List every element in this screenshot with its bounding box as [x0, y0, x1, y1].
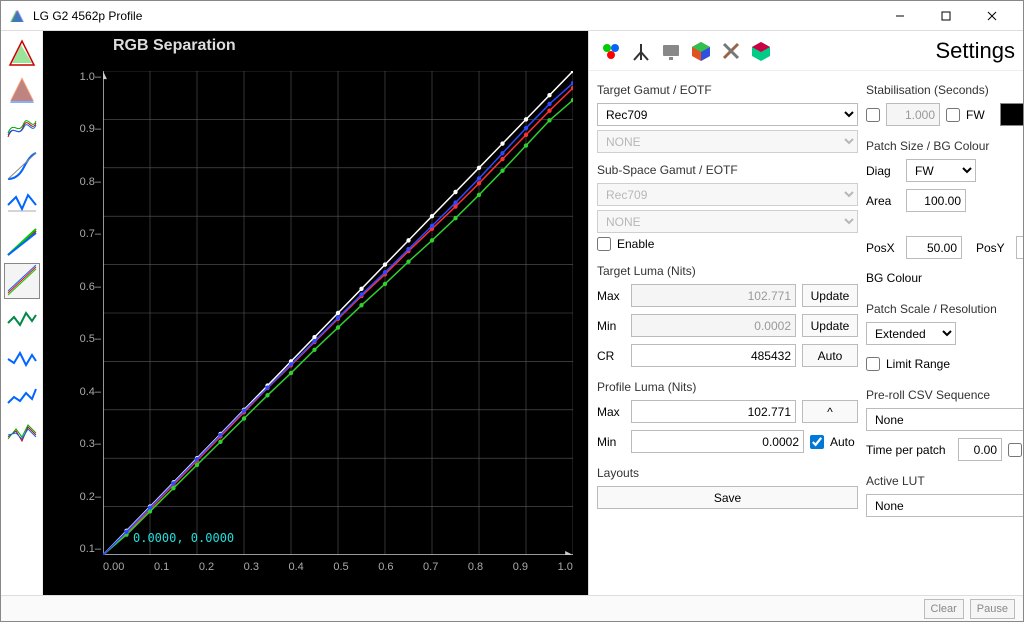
stab-fw-checkbox[interactable] [946, 108, 960, 122]
profile-luma-label: Profile Luma (Nits) [597, 380, 858, 394]
statusbar: Clear Pause [1, 595, 1023, 621]
patch-area-input[interactable] [906, 189, 966, 212]
luma-max-input[interactable] [631, 284, 796, 307]
tripod-icon[interactable] [627, 37, 655, 65]
settings-col-right: Stabilisation (Seconds) FW Patch Size / … [866, 77, 1023, 595]
thumb-dE-plot[interactable] [4, 339, 40, 375]
patch-posy-label: PosY [976, 241, 1010, 255]
luma-min-update-button[interactable]: Update [802, 314, 858, 337]
pluma-max-label: Max [597, 405, 625, 419]
chart-plot[interactable] [103, 71, 573, 555]
thumb-rgb-balance[interactable] [4, 111, 40, 147]
main-window: LG G2 4562p Profile RGB Separation 0.1–0… [0, 0, 1024, 622]
preroll-tpp-label: Time per patch [866, 443, 952, 457]
patch-diag-select[interactable]: FW [906, 159, 976, 182]
display-icon[interactable] [657, 37, 685, 65]
probe-icon[interactable] [597, 37, 625, 65]
subspace-enable-checkbox[interactable] [597, 237, 611, 251]
settings-col-left: Target Gamut / EOTF Rec709 NONE Sub-Spac… [597, 77, 858, 595]
minimize-button[interactable] [877, 1, 923, 31]
stab-color-swatch[interactable] [1000, 103, 1023, 126]
thumb-gamma[interactable] [4, 149, 40, 185]
patch-area-label: Area [866, 194, 900, 208]
gamut3d-icon[interactable] [747, 37, 775, 65]
titlebar: LG G2 4562p Profile [1, 1, 1023, 31]
patch-bg-label: BG Colour [866, 271, 928, 285]
pluma-up-button[interactable]: ^ [802, 400, 858, 423]
preroll-tpp-input[interactable] [958, 438, 1002, 461]
luma-cr-auto-button[interactable]: Auto [802, 344, 858, 367]
thumb-saturation-sweep[interactable] [4, 187, 40, 223]
patch-posx-label: PosX [866, 241, 900, 255]
pluma-auto-label: Auto [830, 435, 858, 449]
limit-range-label: Limit Range [886, 357, 950, 371]
x-axis-labels: 0.000.10.20.30.40.50.60.70.80.91.0 [103, 561, 573, 577]
preroll-seq-select[interactable]: None [866, 408, 1023, 431]
layouts-save-button[interactable]: Save [597, 486, 858, 509]
luma-min-input[interactable] [631, 314, 796, 337]
thumb-rgb-separation[interactable] [4, 263, 40, 299]
stab-enable-checkbox[interactable] [866, 108, 880, 122]
patch-posy-input[interactable] [1016, 236, 1023, 259]
chart-title: RGB Separation [113, 37, 236, 55]
thumb-cie-track[interactable] [4, 301, 40, 337]
luma-max-label: Max [597, 289, 625, 303]
window-title: LG G2 4562p Profile [33, 9, 877, 23]
patch-posx-input[interactable] [906, 236, 962, 259]
y-axis-labels: 0.1–0.2–0.3–0.4–0.5–0.6–0.7–0.8–0.9–1.0– [69, 71, 101, 555]
pluma-auto-checkbox[interactable] [810, 435, 824, 449]
thumb-dE-trend[interactable] [4, 377, 40, 413]
thumb-gamut3d[interactable] [4, 73, 40, 109]
coord-readout: 0.0000, 0.0000 [133, 531, 234, 545]
tools-icon[interactable] [717, 37, 745, 65]
cube-icon[interactable] [687, 37, 715, 65]
luma-max-update-button[interactable]: Update [802, 284, 858, 307]
settings-toolbar: Settings [589, 31, 1023, 71]
subspace-eotf-select[interactable]: NONE [597, 210, 858, 233]
scale-mode-select[interactable]: Extended [866, 322, 956, 345]
pluma-min-label: Min [597, 435, 625, 449]
maximize-button[interactable] [923, 1, 969, 31]
thumb-gamut[interactable] [4, 35, 40, 71]
preroll-fw-checkbox[interactable] [1008, 443, 1022, 457]
settings-title: Settings [936, 38, 1016, 64]
subspace-label: Sub-Space Gamut / EOTF [597, 163, 858, 177]
target-gamut-label: Target Gamut / EOTF [597, 83, 858, 97]
close-button[interactable] [969, 1, 1015, 31]
luma-cr-input[interactable] [631, 344, 796, 367]
limit-range-checkbox[interactable] [866, 357, 880, 371]
clear-button[interactable]: Clear [924, 599, 964, 619]
app-icon [9, 8, 25, 24]
preroll-label: Pre-roll CSV Sequence [866, 388, 1023, 402]
patch-label: Patch Size / BG Colour [866, 139, 1023, 153]
chart-area: RGB Separation 0.1–0.2–0.3–0.4–0.5–0.6–0… [43, 31, 588, 595]
scale-label: Patch Scale / Resolution [866, 302, 1023, 316]
thumb-multi[interactable] [4, 415, 40, 451]
stab-seconds-input[interactable] [886, 103, 940, 126]
stab-fw-label: FW [966, 108, 994, 122]
target-gamut-select[interactable]: Rec709 [597, 103, 858, 126]
thumb-grayscale-track[interactable] [4, 225, 40, 261]
layouts-label: Layouts [597, 466, 858, 480]
stabilisation-label: Stabilisation (Seconds) [866, 83, 1023, 97]
settings-panel: Settings Target Gamut / EOTF Rec709 NONE… [588, 31, 1023, 595]
luma-cr-label: CR [597, 349, 625, 363]
active-lut-label: Active LUT [866, 474, 1023, 488]
subspace-gamut-select[interactable]: Rec709 [597, 183, 858, 206]
luma-min-label: Min [597, 319, 625, 333]
pluma-min-input[interactable] [631, 430, 804, 453]
chart-thumbnail-sidebar [1, 31, 43, 595]
subspace-enable-label: Enable [617, 237, 654, 251]
target-eotf-select[interactable]: NONE [597, 130, 858, 153]
target-luma-label: Target Luma (Nits) [597, 264, 858, 278]
pause-button[interactable]: Pause [970, 599, 1015, 619]
active-lut-select[interactable]: None [866, 494, 1023, 517]
patch-diag-label: Diag [866, 164, 900, 178]
pluma-max-input[interactable] [631, 400, 796, 423]
